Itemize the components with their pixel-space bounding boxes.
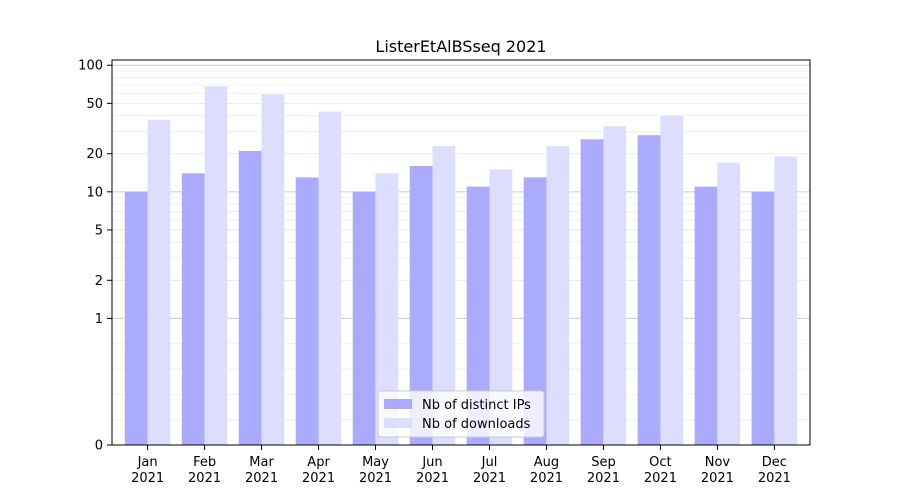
bar-distinct-ips [295,177,319,445]
x-tick-label: Jan 2021 [131,455,164,486]
legend-box [377,390,545,438]
x-tick-label: Dec 2021 [758,455,791,486]
bar-distinct-ips [352,191,376,445]
bar-downloads [432,146,456,446]
bar-distinct-ips [181,173,205,445]
plot-frame [111,59,811,446]
x-tick-label: Aug 2021 [530,455,563,486]
y-tick-label: 50 [86,97,103,112]
bar-downloads [546,146,570,446]
bar-downloads [204,86,228,445]
x-tick-label: May 2021 [359,455,392,486]
legend-label: Nb of distinct IPs [422,398,531,413]
legend-swatch [384,399,412,409]
bar-downloads [318,111,342,445]
bar-downloads [603,126,627,445]
bar-downloads [660,115,684,446]
bar-distinct-ips [580,139,604,446]
y-tick-label: 20 [86,147,103,162]
bar-distinct-ips [466,186,490,445]
bar-downloads [147,119,171,446]
bar-distinct-ips [523,177,547,445]
bar-distinct-ips [238,151,262,446]
bar-distinct-ips [694,186,718,445]
x-tick-label: Oct 2021 [644,455,677,486]
x-tick-label: Mar 2021 [245,455,278,486]
legend-swatch [384,418,412,428]
x-tick-label: Jun 2021 [416,455,449,486]
bar-downloads [489,169,513,446]
y-tick-label: 0 [95,439,103,454]
x-tick-label: Apr 2021 [302,455,335,486]
y-tick-label: 2 [95,274,103,289]
bar-distinct-ips [637,135,661,445]
bar-downloads [717,162,741,445]
bar-downloads [774,156,798,446]
bar-downloads [375,173,399,445]
bars-layer [124,86,798,446]
x-tick-label: Nov 2021 [701,455,734,486]
x-tick-label: Jul 2021 [473,455,506,486]
x-tick-label: Sep 2021 [587,455,620,486]
y-tick-label: 5 [95,223,103,238]
bar-distinct-ips [124,191,148,445]
bar-distinct-ips [751,191,775,445]
y-tick-label: 100 [78,59,103,74]
y-tick-label: 10 [86,185,103,200]
legend-label: Nb of downloads [422,417,531,432]
y-tick-label: 1 [95,312,103,327]
axes-layer: 0 1 2 5 10 20 50 100 Jan 2021 Feb 2021 Mar 2021 Apr 202… [78,59,811,486]
grid-layer [112,64,810,421]
x-tick-label: Feb 2021 [188,455,221,486]
chart-title: ListerEtAlBSseq 2021 [375,37,546,56]
bar-distinct-ips [409,165,433,446]
bar-downloads [261,94,285,445]
legend: Nb of distinct IPs Nb of downloads [377,390,545,438]
